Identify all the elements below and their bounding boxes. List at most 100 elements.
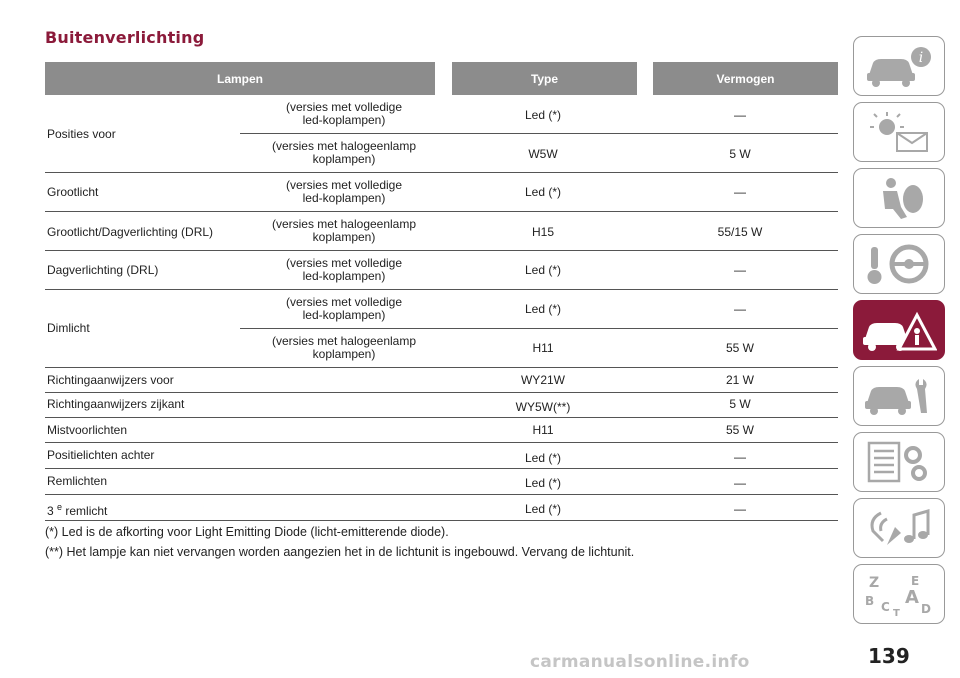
row-divider [45, 442, 838, 443]
lamp-name: Richtingaanwijzers zijkant [47, 397, 185, 411]
lamp-power: — [734, 502, 746, 516]
safety-icon [883, 178, 923, 219]
variant-line: koplampen) [312, 347, 376, 361]
variant-line: led-koplampen) [302, 113, 386, 127]
lamp-name: Dimlicht [47, 321, 90, 335]
technical-data-icon [867, 441, 927, 483]
maintenance-icon [865, 379, 927, 415]
lamp-type: Led (*) [524, 108, 562, 122]
variant-line: led-koplampen) [302, 269, 386, 283]
lamp-name: Mistvoorlichten [47, 423, 128, 437]
lamp-name: Grootlicht [47, 185, 99, 199]
lamp-name: Grootlicht/Dagverlichting (DRL) [47, 225, 214, 239]
emergency-icon [863, 311, 937, 351]
lamp-type: Led (*) [524, 502, 562, 516]
variant-line: (versies met volledige [285, 100, 403, 114]
header-lampen: Lampen [45, 62, 435, 95]
lamp-ordinal-suffix: e [57, 502, 63, 512]
variant-line: (versies met halogeenlamp [271, 217, 417, 231]
variant-line: led-koplampen) [302, 308, 386, 322]
lamp-type: Led (*) [524, 263, 562, 277]
lamp-name: Positielichten achter [47, 448, 155, 462]
lamp-power: 55 W [725, 423, 754, 437]
lamp-type: Led (*) [524, 476, 562, 490]
variant-line: (versies met volledige [285, 256, 403, 270]
row-divider [240, 133, 838, 134]
starting-driving-icon[interactable] [853, 234, 945, 294]
starting-driving-icon [867, 244, 929, 284]
variant-line: (versies met halogeenlamp [271, 334, 417, 348]
variant-line: led-koplampen) [302, 191, 386, 205]
svg-text:E: E [911, 574, 919, 588]
lamp-power: — [734, 263, 746, 277]
page-number: 139 [868, 644, 910, 668]
svg-text:T: T [893, 608, 900, 617]
lamp-power: 21 W [725, 373, 754, 387]
technical-data-icon[interactable] [853, 432, 945, 492]
footnote-led: (*) Led is de afkorting voor Light Emitt… [45, 525, 449, 539]
lamp-name: Richtingaanwijzers voor [47, 373, 174, 387]
multimedia-icon[interactable] [853, 498, 945, 558]
lamp-type: Led (*) [524, 302, 562, 316]
watermark: carmanualsonline.info [530, 652, 750, 672]
lamp-type: Led (*) [524, 451, 562, 465]
index-icon[interactable]: Z E B A C D T [853, 564, 945, 624]
lamp-type: H11 [532, 423, 554, 437]
svg-text:i: i [919, 50, 923, 66]
variant-line: (versies met volledige [285, 295, 403, 309]
warning-lights-icon[interactable] [853, 102, 945, 162]
row-divider [45, 172, 838, 173]
svg-text:Z: Z [869, 575, 879, 591]
lamp-power: — [734, 108, 746, 122]
warning-lights-icon [870, 112, 928, 152]
lamp-type: WY5W(**) [515, 400, 571, 414]
variant-line: (versies met volledige [285, 178, 403, 192]
lamp-power: — [734, 302, 746, 316]
header-type: Type [452, 62, 637, 95]
lamp-type: W5W [528, 147, 558, 161]
lamp-power: — [734, 476, 746, 490]
lamp-power: 55 W [725, 341, 754, 355]
lamp-type: H15 [531, 225, 554, 239]
row-divider [45, 289, 838, 290]
variant-line: koplampen) [312, 152, 376, 166]
row-divider [45, 211, 838, 212]
row-divider [45, 520, 838, 521]
row-divider [45, 392, 838, 393]
lamp-power: 55/15 W [717, 225, 763, 239]
lamp-power: 5 W [729, 397, 751, 411]
lamp-type: H11 [532, 341, 554, 355]
lamp-name: 3 e remlicht [47, 501, 237, 518]
row-divider [45, 250, 838, 251]
lamp-power: — [734, 185, 746, 199]
row-divider [45, 468, 838, 469]
variant-line: (versies met halogeenlamp [271, 139, 417, 153]
lamp-name: Posities voor [47, 127, 116, 141]
lamp-name-rest: remlicht [62, 504, 108, 518]
maintenance-icon[interactable] [853, 366, 945, 426]
lamp-name: Dagverlichting (DRL) [47, 263, 159, 277]
row-divider [45, 417, 838, 418]
emergency-icon[interactable] [853, 300, 945, 360]
car-info-icon: i [867, 47, 931, 87]
lamp-type: WY21W [520, 373, 565, 387]
svg-text:B: B [865, 594, 874, 608]
lamp-ordinal: 3 [47, 504, 54, 518]
section-title: Buitenverlichting [45, 28, 205, 47]
row-divider [45, 494, 838, 495]
lamp-power: — [734, 450, 746, 464]
safety-icon[interactable] [853, 168, 945, 228]
index-icon: Z E B A C D T [865, 574, 931, 617]
car-info-icon[interactable]: i [853, 36, 945, 96]
lamp-power: 5 W [729, 147, 751, 161]
svg-text:C: C [881, 600, 890, 614]
svg-text:D: D [921, 602, 931, 616]
multimedia-icon [870, 509, 930, 545]
variant-line: koplampen) [312, 230, 376, 244]
header-vermogen: Vermogen [653, 62, 838, 95]
svg-text:A: A [905, 587, 919, 608]
row-divider [45, 367, 838, 368]
lamp-type: Led (*) [524, 185, 562, 199]
lamp-name: Remlichten [47, 474, 108, 488]
row-divider [240, 328, 838, 329]
